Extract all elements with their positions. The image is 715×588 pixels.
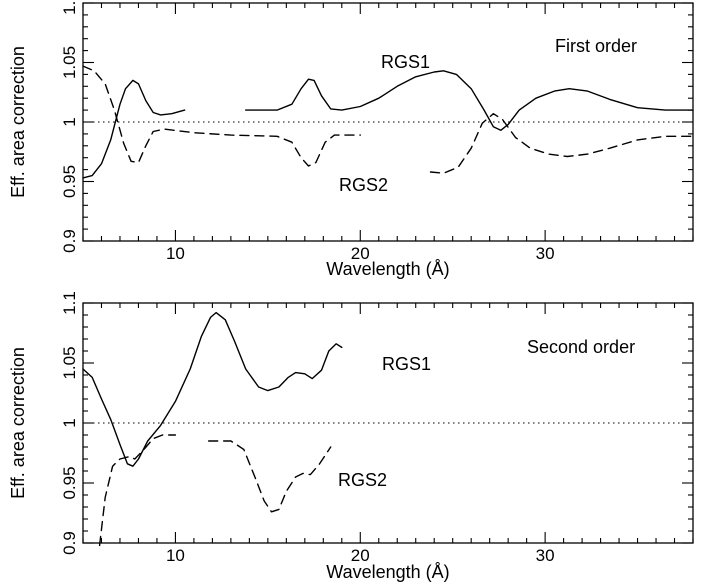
order-annotation: Second order	[527, 337, 635, 357]
x-axis-label: Wavelength (Å)	[326, 562, 449, 582]
rgs2-curve	[429, 112, 694, 174]
rgs2-curve	[207, 440, 332, 513]
tick-labels: 10 20 30 0.9 0.95 1 1.05 1.1	[60, 291, 555, 565]
rgs1-label: RGS1	[382, 354, 431, 374]
axis-ticks	[82, 2, 694, 242]
panel-second-order: 10 20 30 0.9 0.95 1 1.05 1.1 Wavelength (Å) Eff…	[8, 291, 694, 582]
rgs2-label: RGS2	[339, 175, 388, 195]
rgs2-curve	[82, 65, 361, 167]
x-tick-label: 10	[166, 546, 185, 565]
y-tick-label: 0.9	[60, 531, 79, 555]
rgs1-label: RGS1	[381, 52, 430, 72]
x-tick-label: 10	[166, 244, 185, 263]
y-tick-label: 1	[60, 418, 79, 427]
y-axis-label: Eff. area correction	[8, 347, 28, 499]
x-axis-label: Wavelength (Å)	[326, 259, 449, 279]
y-tick-label: 0.95	[60, 466, 79, 499]
y-axis-label: Eff. area correction	[8, 46, 28, 198]
panel-first-order: 10 20 30 0.9 0.95 1 1.05 1.1 Wavelength (Å) Eff…	[8, 0, 694, 279]
y-tick-label: 1	[60, 117, 79, 126]
x-tick-label: 20	[351, 244, 370, 263]
tick-labels: 10 20 30 0.9 0.95 1 1.05 1.1	[60, 0, 555, 263]
series-curves	[82, 65, 694, 179]
y-tick-label: 1.05	[60, 346, 79, 379]
rgs1-curve	[244, 70, 694, 132]
x-tick-label: 20	[351, 546, 370, 565]
rgs2-label: RGS2	[338, 470, 387, 490]
y-tick-label: 1.1	[60, 291, 79, 315]
x-tick-label: 30	[536, 546, 555, 565]
y-tick-label: 0.95	[60, 165, 79, 198]
y-tick-label: 0.9	[60, 229, 79, 253]
x-tick-label: 30	[536, 244, 555, 263]
series-curves	[82, 311, 343, 547]
order-annotation: First order	[555, 36, 637, 56]
y-tick-label: 1.1	[60, 0, 79, 15]
rgs2-curve	[98, 434, 177, 547]
axis-ticks	[82, 302, 694, 544]
rgs1-curve	[82, 79, 186, 179]
y-tick-label: 1.05	[60, 46, 79, 79]
rgs1-curve	[82, 311, 343, 467]
